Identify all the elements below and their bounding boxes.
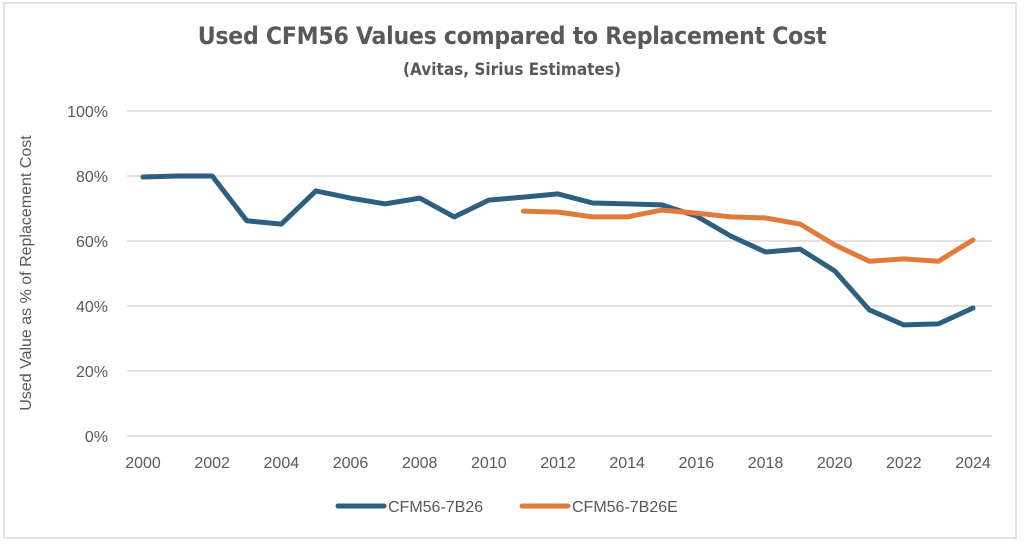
- series-line-cfm56-7b26e: [520, 207, 976, 264]
- x-tick-label: 2006: [333, 455, 369, 472]
- legend: CFM56-7B26 CFM56-7B26E: [335, 499, 678, 516]
- x-tick-label: 2022: [886, 455, 922, 472]
- x-tick-label: 2020: [817, 455, 853, 472]
- y-tick-label: 40%: [76, 299, 108, 316]
- legend-label: CFM56-7B26: [388, 499, 483, 516]
- y-tick-label: 100%: [67, 104, 108, 121]
- y-tick-label: 0%: [85, 429, 108, 446]
- x-tick-label: 2012: [540, 455, 576, 472]
- x-tick-label: 2002: [194, 455, 230, 472]
- x-tick-label: 2010: [471, 455, 507, 472]
- x-tick-label: 2016: [679, 455, 715, 472]
- x-tick-label: 2014: [609, 455, 645, 472]
- chart-frame: [3, 2, 1017, 539]
- y-axis-ticks: 0% 20% 40% 60% 80% 100%: [67, 104, 108, 446]
- series-lines: [140, 173, 976, 328]
- x-tick-label: 2008: [402, 455, 438, 472]
- x-axis-ticks: 2000 2002 2004 2006 2008 2010 2012 2014 2016 2018…: [125, 455, 991, 472]
- y-tick-label: 80%: [76, 169, 108, 186]
- x-tick-label: 2018: [748, 455, 784, 472]
- y-tick-label: 20%: [76, 364, 108, 381]
- x-tick-label: 2024: [955, 455, 991, 472]
- chart-subtitle: (Avitas, Sirius Estimates): [403, 60, 621, 80]
- y-axis-title: Used Value as % of Replacement Cost: [18, 135, 35, 411]
- x-tick-label: 2000: [125, 455, 161, 472]
- y-tick-label: 60%: [76, 234, 108, 251]
- chart-title: Used CFM56 Values compared to Replacemen…: [197, 22, 827, 50]
- x-tick-label: 2004: [264, 455, 300, 472]
- legend-label: CFM56-7B26E: [572, 499, 678, 516]
- gridlines: [127, 110, 992, 437]
